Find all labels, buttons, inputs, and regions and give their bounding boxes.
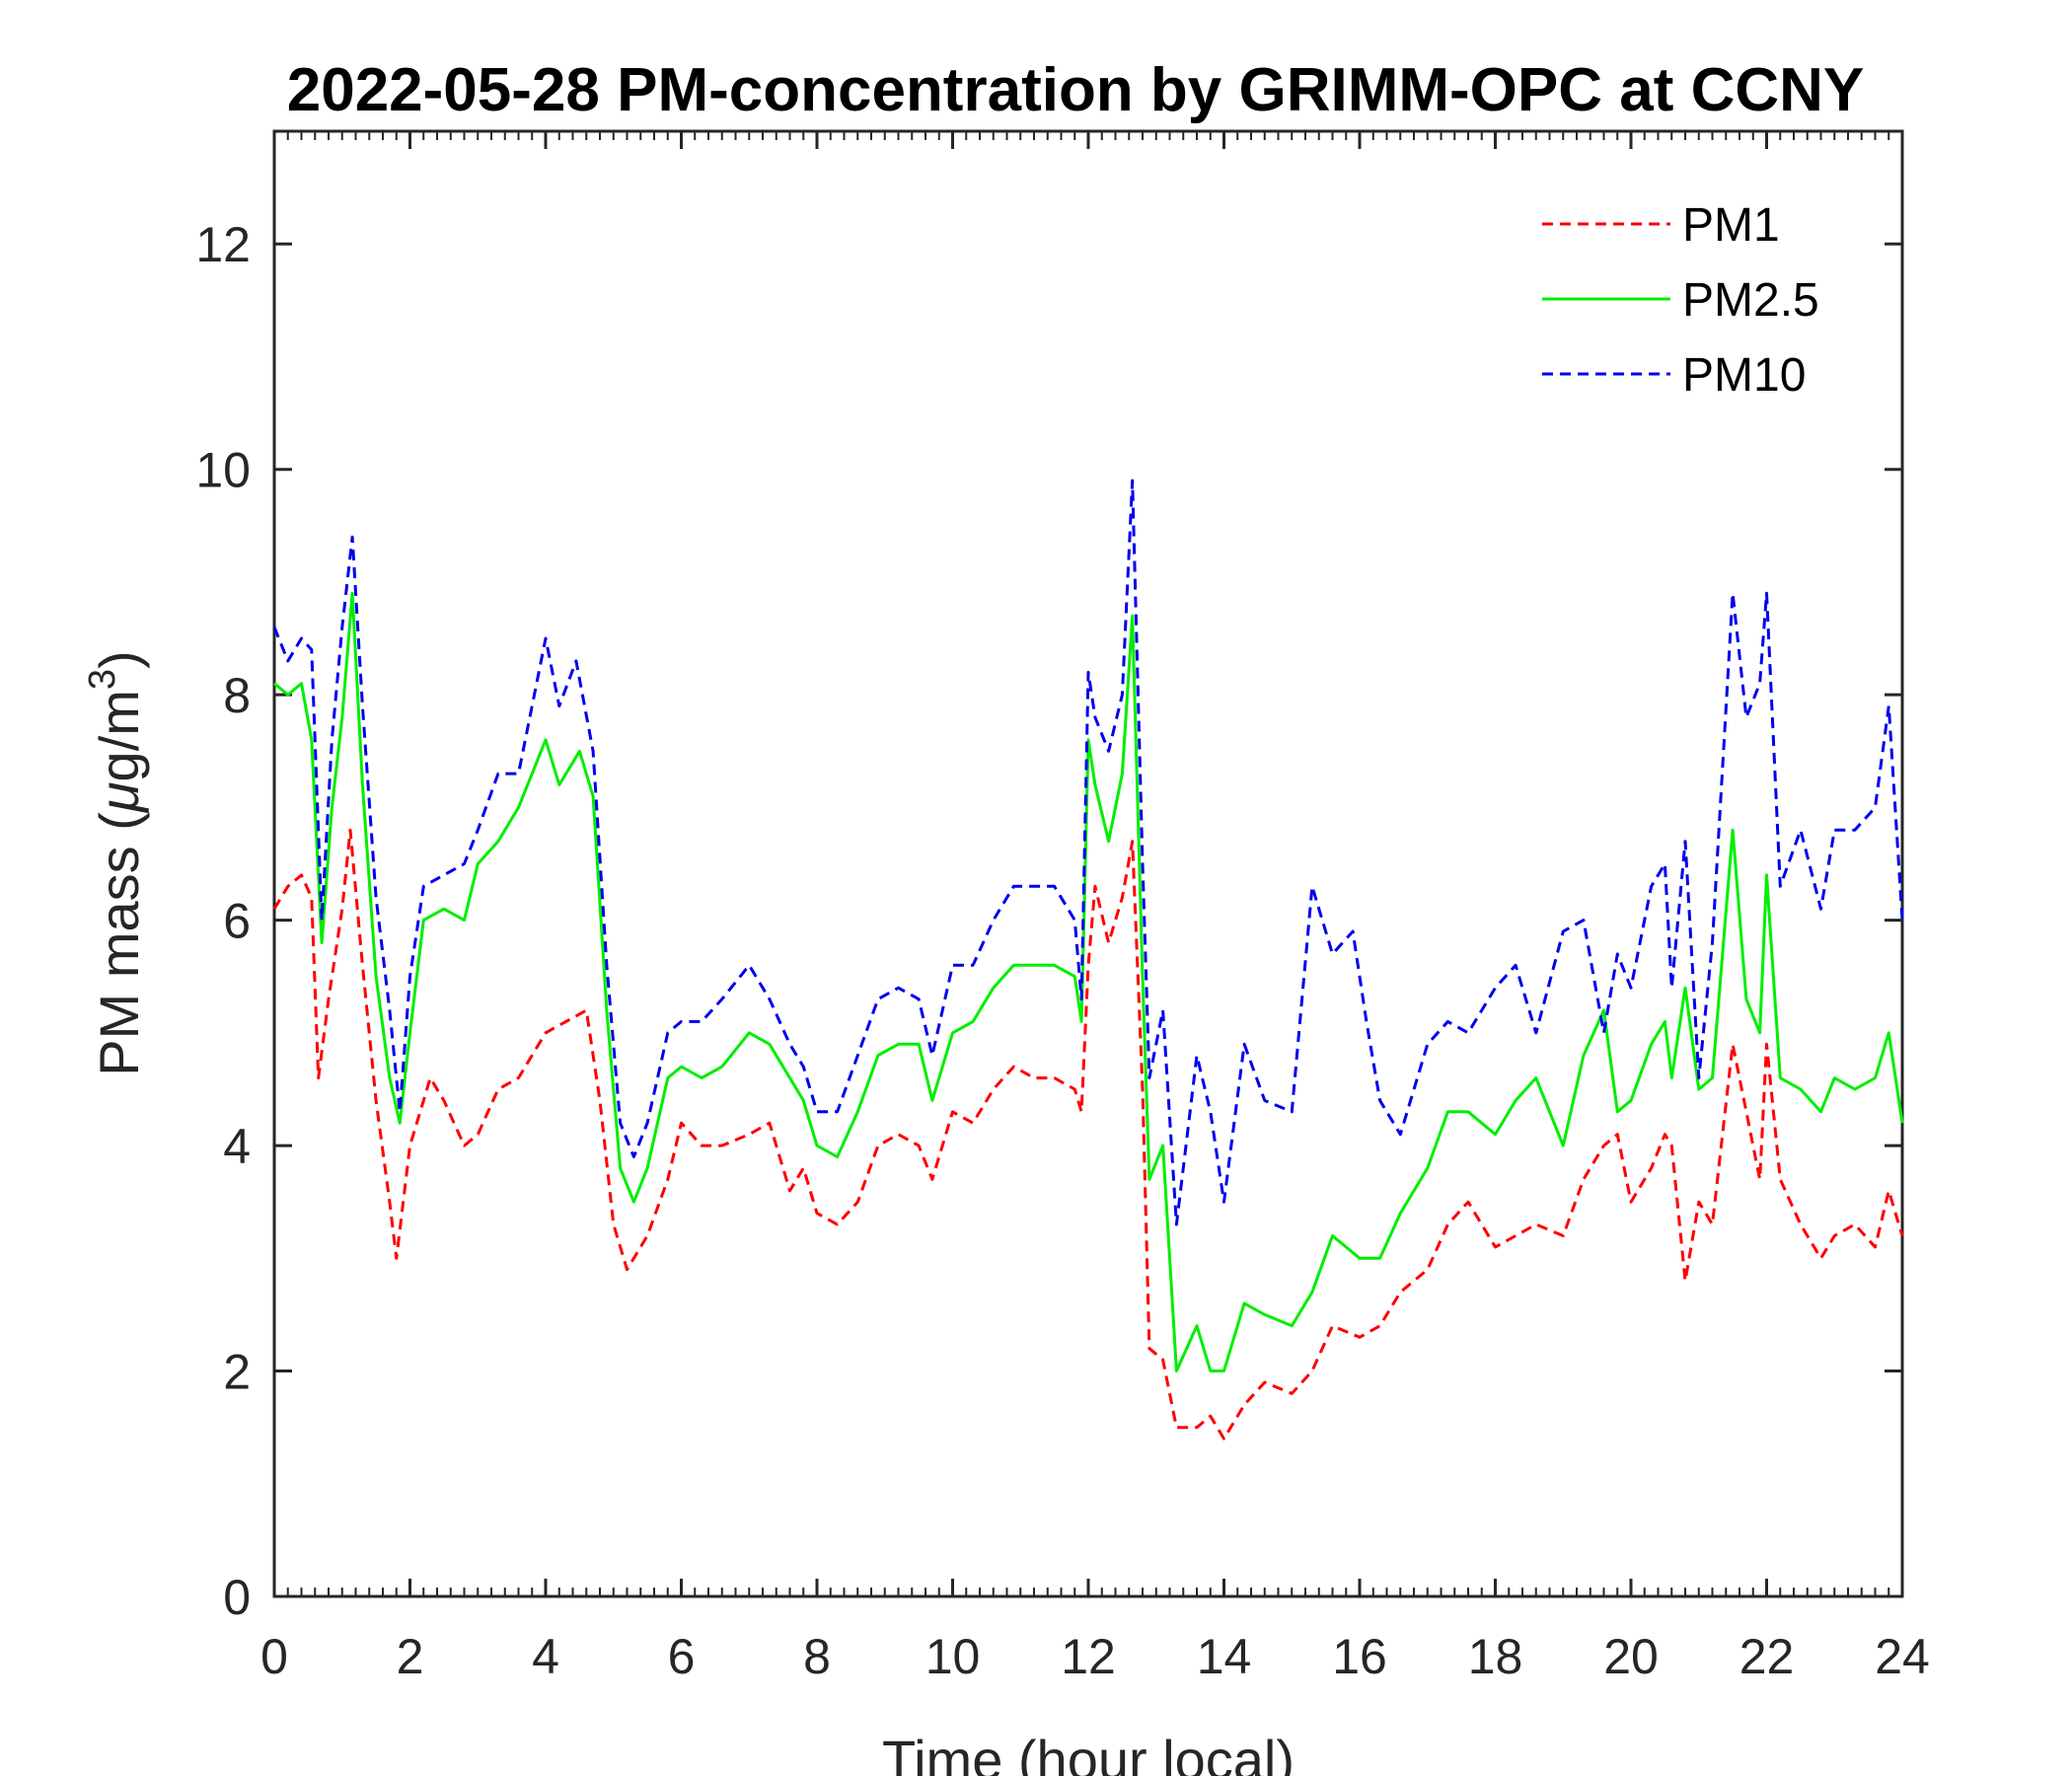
x-axis-ticks: 0 2 4 6 8 10 12 14 16 18 20 22 24 — [260, 131, 1930, 1684]
y-axis-label-exponent: 3 — [82, 669, 123, 690]
y-tick-label: 10 — [195, 443, 251, 498]
y-axis-label-unit: g/m — [88, 690, 150, 781]
legend-label: PM10 — [1682, 349, 1806, 402]
x-tick-label: 24 — [1875, 1629, 1930, 1684]
x-tick-label: 20 — [1603, 1629, 1659, 1684]
y-axis-label-prefix: PM mass ( — [88, 812, 150, 1076]
y-tick-label: 12 — [195, 217, 251, 272]
series-line-pm25 — [273, 591, 1904, 1372]
x-tick-label: 12 — [1061, 1629, 1116, 1684]
y-tick-label: 2 — [223, 1345, 251, 1400]
y-axis-label-mu: μ — [88, 781, 150, 814]
y-tick-label: 8 — [223, 668, 251, 723]
x-tick-label: 14 — [1197, 1629, 1252, 1684]
series-line-pm10 — [272, 479, 1904, 1226]
y-tick-label: 6 — [223, 894, 251, 949]
x-tick-label: 0 — [260, 1629, 288, 1684]
y-tick-label: 4 — [223, 1119, 251, 1174]
chart-title: 2022-05-28 PM-concentration by GRIMM-OPC… — [287, 56, 1865, 124]
y-axis-label: PM mass (μg/m3) — [82, 650, 150, 1075]
x-tick-label: 8 — [803, 1629, 831, 1684]
plot-area — [272, 129, 1904, 1598]
series-line-pm1 — [272, 828, 1904, 1441]
y-axis-label-suffix: ) — [88, 650, 150, 669]
legend-label: PM1 — [1682, 199, 1780, 252]
x-tick-label: 2 — [397, 1629, 424, 1684]
legend: PM1 PM2.5 PM10 — [1542, 199, 1819, 402]
x-tick-label: 18 — [1468, 1629, 1523, 1684]
x-tick-label: 6 — [668, 1629, 696, 1684]
series-layer — [272, 479, 1904, 1441]
x-tick-label: 22 — [1739, 1629, 1795, 1684]
x-tick-label: 16 — [1332, 1629, 1387, 1684]
x-tick-label: 10 — [925, 1629, 981, 1684]
legend-label: PM2.5 — [1682, 274, 1819, 327]
y-axis-ticks: 0 2 4 6 8 10 12 — [195, 217, 1902, 1625]
x-axis-label: Time (hour local) — [882, 1729, 1295, 1776]
y-tick-label: 0 — [223, 1570, 251, 1625]
x-tick-label: 4 — [532, 1629, 559, 1684]
